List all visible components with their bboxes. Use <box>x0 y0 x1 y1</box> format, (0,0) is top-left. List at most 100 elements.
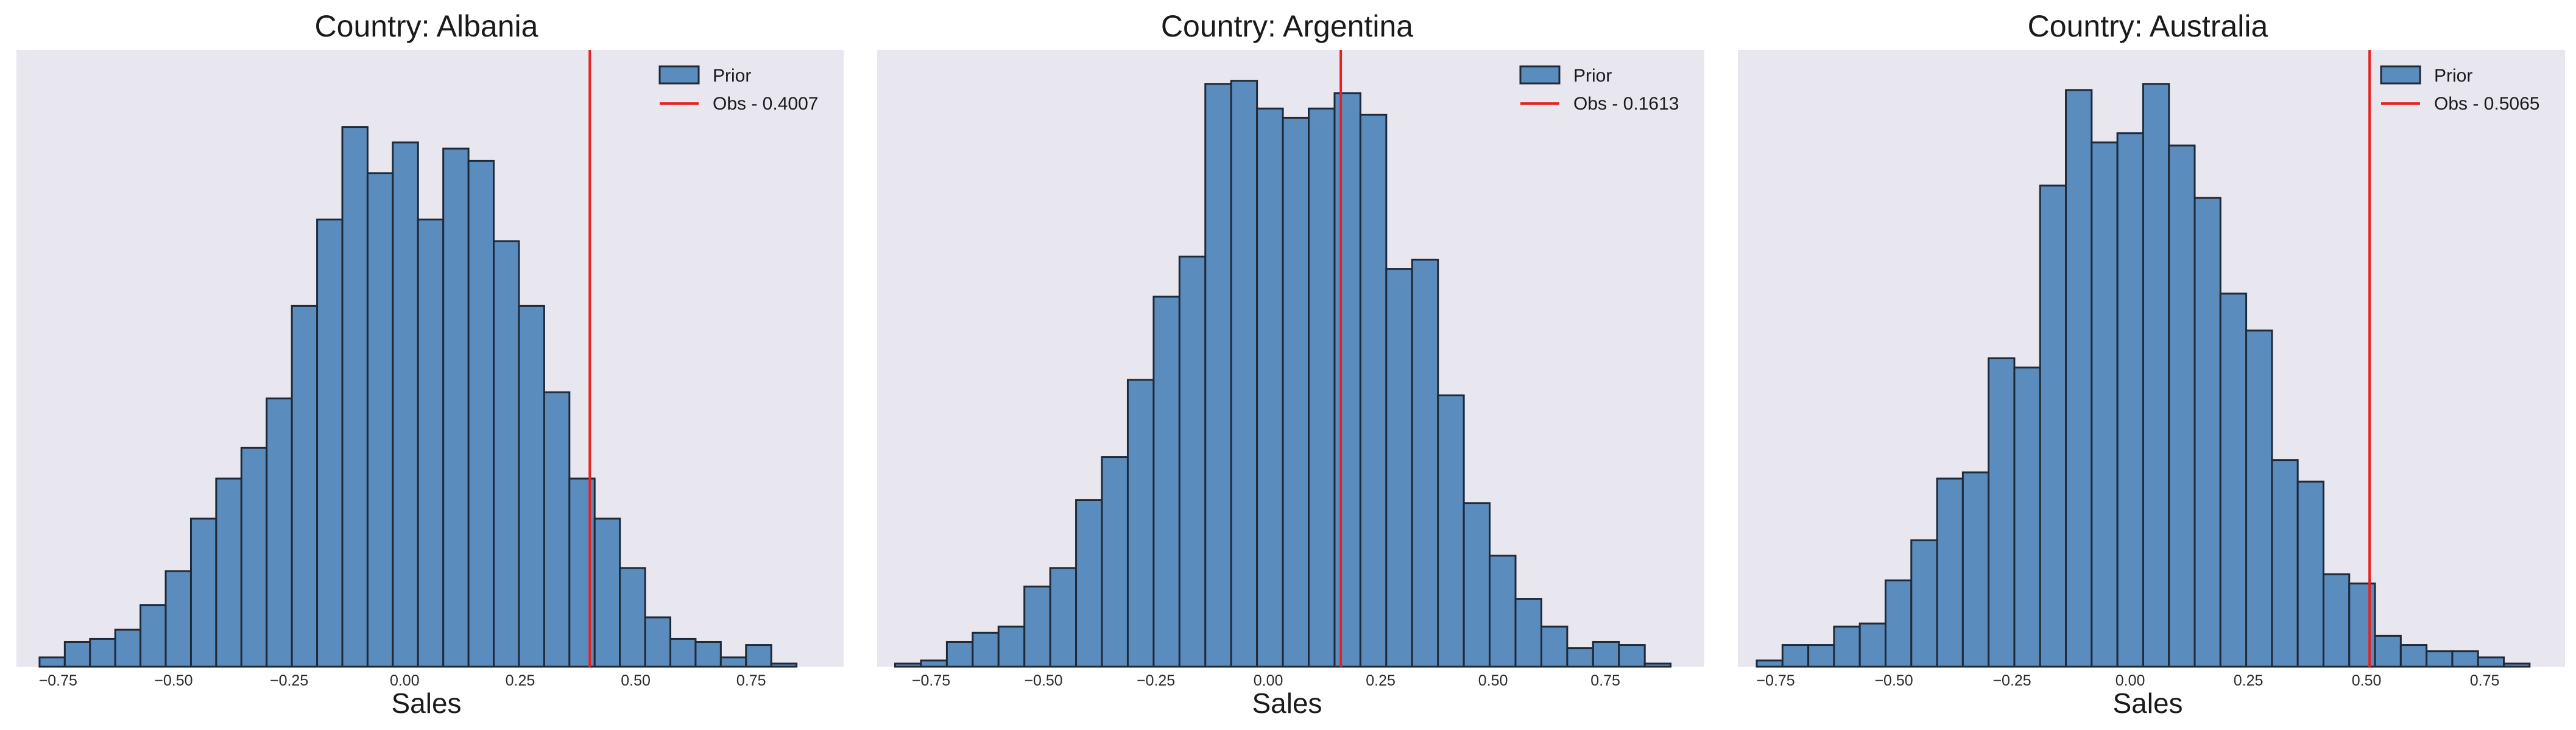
histogram-bar <box>442 147 470 668</box>
histogram-bar <box>1230 80 1258 668</box>
histogram-bar <box>920 659 948 668</box>
x-tick-label: −0.75 <box>1756 672 1794 689</box>
x-tick-label: 0.75 <box>736 672 766 689</box>
x-tick-label: 0.75 <box>2470 672 2500 689</box>
histogram-bar <box>366 172 394 668</box>
histogram-bar <box>1489 555 1517 668</box>
histogram-bar <box>619 567 646 668</box>
histogram-bar <box>1437 394 1465 668</box>
x-tick-label: −0.50 <box>154 672 192 689</box>
x-axis-label: Sales <box>1252 687 1322 719</box>
histogram-bar <box>972 631 1000 668</box>
chart-title: Country: Argentina <box>1160 9 1414 43</box>
legend: Prior Obs - 0.1613 <box>1519 65 1679 114</box>
histogram-bar <box>1781 644 1810 668</box>
histogram-bar <box>945 641 974 668</box>
histogram-bar <box>1101 456 1129 668</box>
histogram-bar <box>1833 625 1861 668</box>
histogram-bar <box>2245 329 2273 668</box>
legend-obs-label: Obs - 0.4007 <box>713 94 818 114</box>
histogram-bar <box>164 570 192 668</box>
histogram-bar <box>2142 83 2170 668</box>
histogram-bar <box>543 391 571 668</box>
x-tick-label: −0.50 <box>1874 672 1913 689</box>
x-tick-label: 0.50 <box>2352 672 2382 689</box>
histogram-bar <box>1988 357 2016 668</box>
histogram-bar <box>139 604 167 668</box>
histogram-bar <box>63 641 91 668</box>
histogram-bar <box>1256 107 1284 668</box>
histogram-bar <box>2503 662 2531 668</box>
x-tick-label: 0.00 <box>2115 672 2145 689</box>
histogram-bar <box>997 625 1026 668</box>
histogram-bar <box>719 656 747 668</box>
x-tick-label: −0.25 <box>270 672 308 689</box>
histogram-bar <box>1643 662 1672 668</box>
histogram-bar <box>1756 659 1784 668</box>
legend-obs-label: Obs - 0.5065 <box>2434 94 2539 114</box>
histogram-bar <box>266 397 293 668</box>
histogram-bar <box>1807 644 1835 668</box>
histogram-bar <box>1885 579 1913 668</box>
histogram-bar <box>2296 480 2324 668</box>
legend-prior-swatch <box>2380 65 2421 85</box>
histogram-bar <box>2168 144 2196 668</box>
histogram-bar <box>1049 567 1078 668</box>
histogram-bar <box>2399 644 2428 668</box>
histogram-bar <box>518 304 545 668</box>
histogram-bar <box>1126 379 1155 668</box>
histogram-bar <box>2426 650 2454 668</box>
chart-title: Country: Australia <box>2027 9 2268 43</box>
histogram-bar <box>669 637 697 668</box>
histogram-bar <box>2219 292 2248 668</box>
histogram-bar <box>467 160 495 668</box>
histogram-bar <box>2348 582 2376 668</box>
x-axis-label: Sales <box>391 687 462 719</box>
histogram-bar <box>1618 644 1646 668</box>
x-axis-ticks: −0.75 −0.50 −0.25 0.00 0.25 0.50 0.75 <box>39 672 766 689</box>
histogram-bar <box>2039 184 2067 668</box>
histogram-bar <box>114 628 142 668</box>
histogram-bar <box>38 656 66 668</box>
histogram-bar <box>2013 367 2041 668</box>
plot-area: −0.75 −0.50 −0.25 0.00 0.25 0.50 0.75 Prior Obs … <box>1738 50 2565 689</box>
histogram-bar <box>1463 502 1491 668</box>
histogram-bar <box>493 240 520 668</box>
x-tick-label: 0.75 <box>1590 672 1620 689</box>
x-tick-label: −0.75 <box>912 672 950 689</box>
chart-title: Country: Albania <box>314 9 538 43</box>
histogram-bar <box>291 304 319 668</box>
histogram-bar <box>2477 656 2505 668</box>
histogram-bar <box>1333 92 1361 668</box>
plot-area: −0.75 −0.50 −0.25 0.00 0.25 0.50 0.75 Prior Obs … <box>16 50 844 689</box>
histogram-bar <box>1566 647 1594 668</box>
histogram-bar <box>770 662 798 668</box>
histogram-bar <box>1385 268 1413 668</box>
histogram-bar <box>341 126 369 668</box>
legend-prior-label: Prior <box>2434 66 2472 86</box>
histogram-bar <box>2271 459 2299 668</box>
histogram-bar <box>1936 477 1964 668</box>
x-tick-label: −0.25 <box>1137 672 1175 689</box>
histogram-bar <box>1282 116 1310 668</box>
x-tick-label: 0.50 <box>1478 672 1508 689</box>
histogram-bar <box>2193 197 2221 668</box>
histogram-bar <box>1152 295 1180 668</box>
legend-obs-label: Obs - 0.1613 <box>1573 94 1679 114</box>
histogram-bar <box>240 446 268 668</box>
histogram-bar <box>745 644 772 668</box>
histogram-bar <box>1178 255 1207 668</box>
legend-prior-label: Prior <box>713 66 751 86</box>
histogram-bar <box>1540 625 1569 668</box>
x-axis-ticks: −0.75 −0.50 −0.25 0.00 0.25 0.50 0.75 <box>912 672 1620 689</box>
legend-prior-swatch <box>1519 65 1561 85</box>
histogram-bar <box>2091 141 2119 668</box>
histogram-bar <box>2451 650 2479 668</box>
x-tick-label: 0.25 <box>1366 672 1396 689</box>
histogram-bar <box>1514 598 1542 668</box>
chart-panel-albania: Country: Albania −0.75 −0.50 −0.25 0.00 0.25… <box>0 0 853 730</box>
histogram-bar <box>1204 83 1232 668</box>
histogram-bar <box>644 616 672 668</box>
x-tick-label: −0.50 <box>1024 672 1062 689</box>
